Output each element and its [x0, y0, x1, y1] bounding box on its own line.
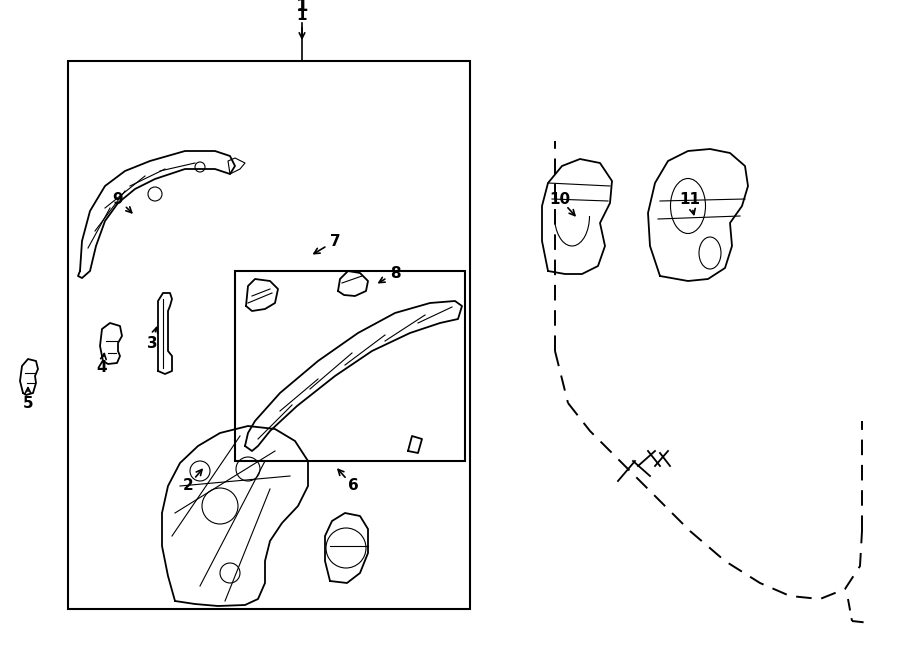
Text: 2: 2	[183, 479, 194, 494]
Bar	[68, 61, 470, 609]
Text: 7: 7	[329, 233, 340, 249]
Text: 1: 1	[297, 9, 307, 24]
Text: 4: 4	[96, 360, 107, 375]
Text: 11: 11	[680, 192, 700, 206]
Text: 9: 9	[112, 192, 123, 206]
Bar	[235, 271, 465, 461]
Text: 5: 5	[22, 395, 33, 410]
Text: 8: 8	[390, 266, 400, 280]
Text: 3: 3	[147, 336, 158, 350]
Text: 6: 6	[347, 479, 358, 494]
Text: 1: 1	[296, 0, 308, 15]
Text: 10: 10	[549, 192, 571, 206]
